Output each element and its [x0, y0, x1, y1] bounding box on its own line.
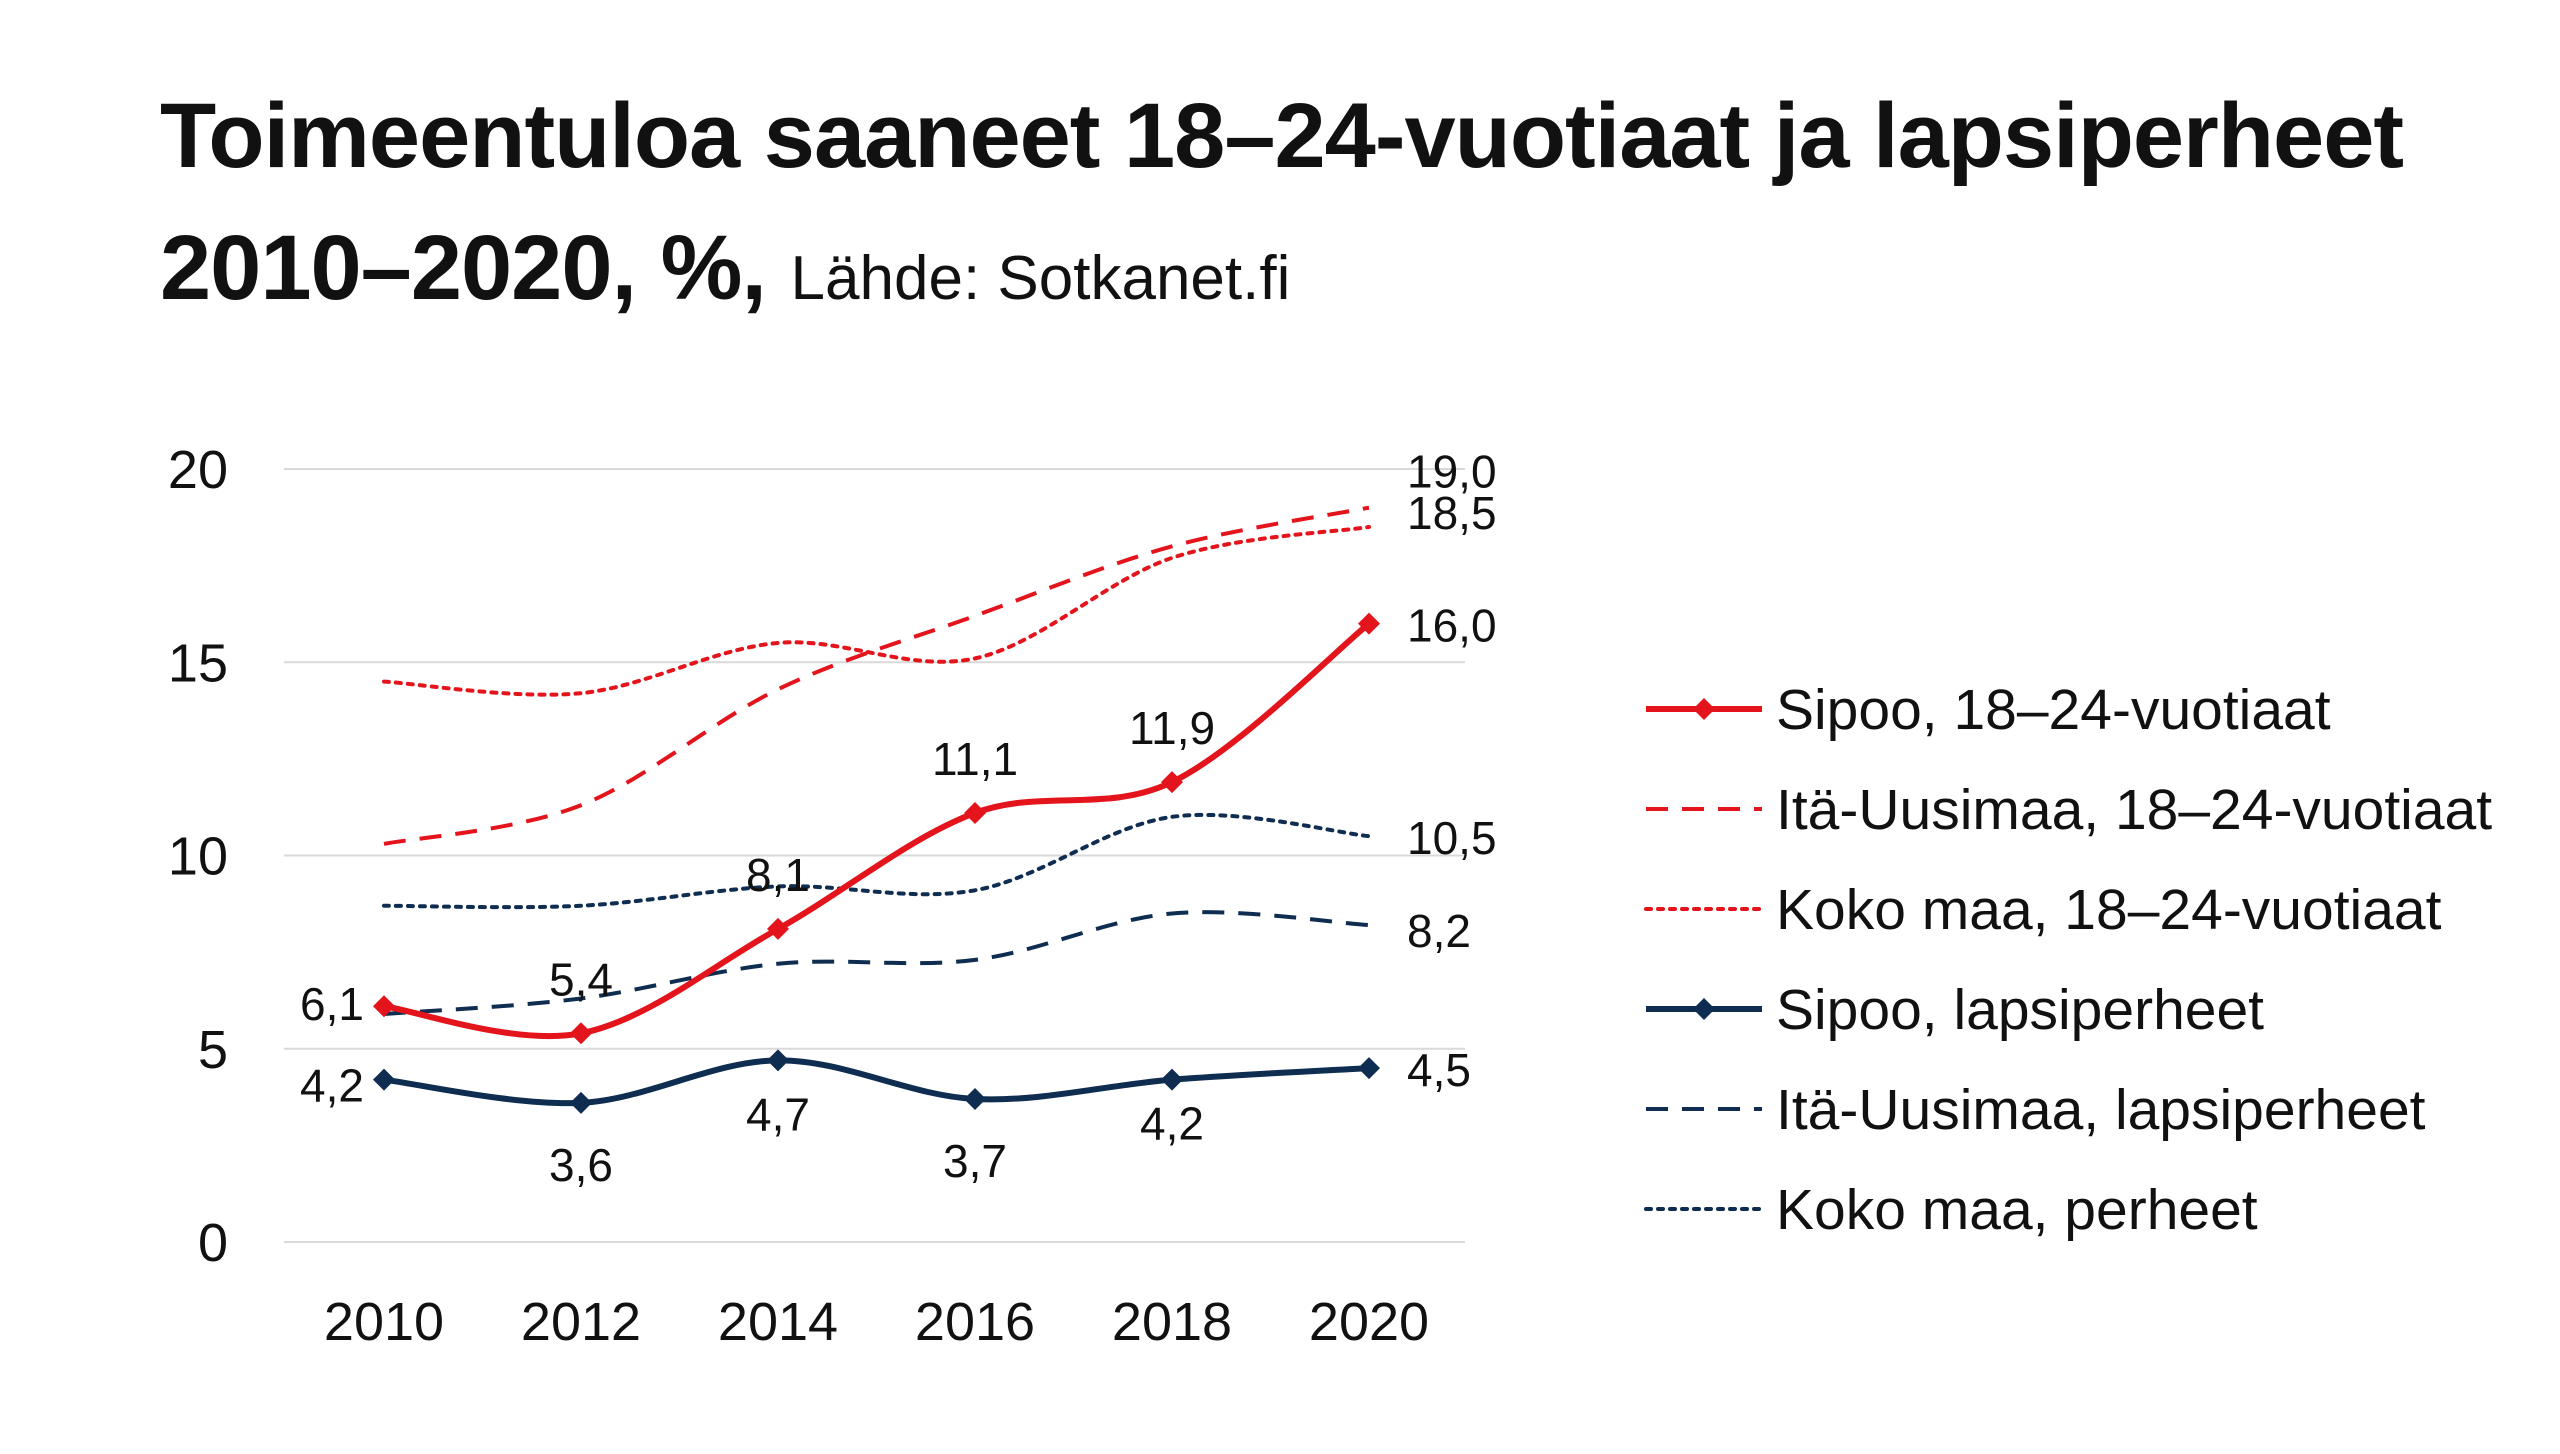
data-label: 11,9 — [1129, 702, 1215, 754]
title-line-1: Toimeentuloa saaneet 18–24-vuotiaat ja l… — [160, 85, 2404, 187]
legend-marker — [1693, 998, 1715, 1020]
data-label: 4,2 — [300, 1060, 364, 1112]
y-tick-label: 15 — [168, 633, 228, 693]
data-point-marker — [964, 801, 986, 824]
x-tick-label: 2014 — [718, 1292, 838, 1352]
data-point-marker — [1161, 771, 1183, 794]
data-label: 3,6 — [549, 1139, 613, 1191]
data-label: 8,1 — [746, 849, 810, 901]
y-tick-label: 5 — [198, 1020, 228, 1080]
data-label: 18,5 — [1407, 487, 1497, 539]
data-point-marker — [373, 995, 395, 1018]
x-tick-label: 2020 — [1309, 1292, 1429, 1352]
legend-marker — [1693, 698, 1715, 720]
data-point-marker — [1358, 1057, 1380, 1080]
source-label: Lähde: Sotkanet.fi — [790, 244, 1291, 313]
data-point-marker — [964, 1087, 986, 1110]
data-label: 4,5 — [1407, 1044, 1471, 1096]
data-label: 10,5 — [1407, 812, 1497, 864]
x-tick-label: 2018 — [1112, 1292, 1232, 1352]
data-label: 8,2 — [1407, 905, 1471, 957]
series-line-3 — [383, 1057, 1370, 1107]
series-line-5 — [382, 812, 1371, 910]
series-line-4 — [383, 910, 1370, 1016]
data-point-marker — [570, 1091, 592, 1114]
title-line-2: 2010–2020, %, Lähde: Sotkanet.fi — [160, 202, 2403, 345]
series-line-0 — [383, 621, 1371, 1040]
data-label: 4,2 — [1140, 1098, 1204, 1150]
data-label: 6,1 — [300, 978, 364, 1030]
data-label: 11,1 — [932, 733, 1018, 785]
x-tick-label: 2016 — [915, 1292, 1035, 1352]
data-point-marker — [373, 1068, 395, 1091]
data-label: 19,0 — [1407, 446, 1497, 498]
y-tick-label: 10 — [168, 827, 228, 887]
legend-label: Koko maa, 18–24-vuotiaat — [1776, 878, 2442, 942]
data-point-marker — [767, 1049, 789, 1072]
data-point-marker — [1161, 1068, 1183, 1091]
data-label: 16,0 — [1407, 600, 1497, 652]
x-tick-label: 2010 — [324, 1292, 444, 1352]
legend-label: Sipoo, lapsiperheet — [1776, 978, 2264, 1042]
series-line-1 — [383, 505, 1370, 846]
x-tick-label: 2012 — [521, 1292, 641, 1352]
data-point-marker — [767, 917, 789, 940]
data-point-marker — [1358, 612, 1380, 635]
y-tick-label: 0 — [198, 1213, 228, 1273]
y-tick-label: 20 — [168, 440, 228, 500]
chart-title: Toimeentuloa saaneet 18–24-vuotiaat ja l… — [160, 70, 2404, 345]
data-label: 3,7 — [943, 1135, 1007, 1187]
series-line-2 — [382, 524, 1371, 697]
data-label: 5,4 — [549, 953, 613, 1005]
legend-label: Itä-Uusimaa, 18–24-vuotiaat — [1776, 778, 2492, 842]
title-years: 2010–2020, %, — [160, 217, 767, 319]
data-point-marker — [570, 1022, 592, 1045]
legend-label: Sipoo, 18–24-vuotiaat — [1776, 678, 2331, 742]
legend-label: Koko maa, perheet — [1776, 1178, 2258, 1242]
data-label: 4,7 — [746, 1088, 810, 1140]
legend-label: Itä-Uusimaa, lapsiperheet — [1776, 1078, 2426, 1142]
